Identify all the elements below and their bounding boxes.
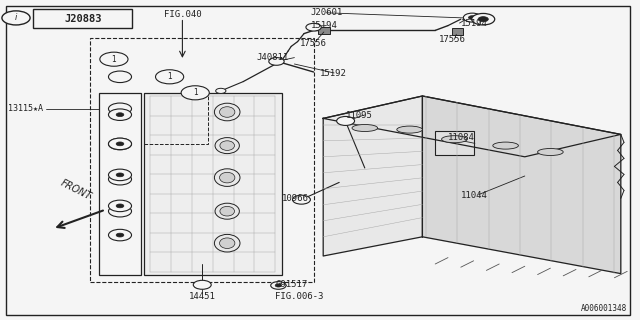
Polygon shape (422, 96, 621, 274)
Ellipse shape (215, 203, 239, 219)
Ellipse shape (538, 148, 563, 156)
Circle shape (269, 58, 284, 65)
Circle shape (275, 284, 282, 287)
Circle shape (109, 71, 132, 83)
Text: 17556: 17556 (439, 36, 466, 44)
Bar (435, 131, 474, 155)
Circle shape (2, 11, 30, 25)
Circle shape (116, 142, 124, 146)
Text: 11044: 11044 (461, 191, 488, 200)
Text: FIG.006-3: FIG.006-3 (275, 292, 324, 301)
Bar (144, 93, 282, 275)
Ellipse shape (215, 138, 239, 154)
Bar (318, 27, 330, 34)
Text: G91517: G91517 (275, 280, 307, 289)
Circle shape (292, 195, 310, 204)
Ellipse shape (220, 238, 235, 248)
Circle shape (109, 109, 132, 120)
Circle shape (271, 282, 286, 289)
Circle shape (156, 70, 184, 84)
Text: i: i (15, 13, 17, 22)
Circle shape (109, 200, 132, 212)
Circle shape (478, 17, 488, 22)
Circle shape (116, 204, 124, 208)
Circle shape (468, 16, 476, 20)
Polygon shape (323, 96, 422, 256)
Ellipse shape (214, 103, 240, 121)
Circle shape (109, 169, 132, 180)
Circle shape (306, 23, 321, 31)
Bar (452, 28, 463, 35)
Text: 11095: 11095 (346, 111, 372, 120)
Ellipse shape (493, 142, 518, 149)
Ellipse shape (220, 141, 234, 150)
Text: 1: 1 (167, 72, 172, 81)
Text: 15192: 15192 (320, 69, 347, 78)
Circle shape (193, 280, 211, 289)
Circle shape (181, 86, 209, 100)
Ellipse shape (214, 234, 240, 252)
Text: 17556: 17556 (300, 39, 326, 48)
Text: 11084: 11084 (448, 133, 475, 142)
Text: 14451: 14451 (189, 292, 216, 301)
Bar (33, 9, 132, 28)
Text: A006001348: A006001348 (581, 304, 627, 313)
Circle shape (116, 233, 124, 237)
Bar (90, 38, 314, 282)
Circle shape (109, 138, 132, 150)
Text: 15194: 15194 (310, 21, 337, 30)
Bar (144, 93, 208, 144)
Circle shape (109, 173, 132, 185)
Text: J20601: J20601 (310, 8, 342, 17)
Circle shape (109, 103, 132, 115)
Circle shape (216, 88, 226, 93)
Bar (99, 93, 141, 275)
Ellipse shape (220, 107, 235, 117)
Circle shape (100, 52, 128, 66)
Text: 15194: 15194 (461, 19, 488, 28)
Text: FRONT: FRONT (58, 178, 93, 202)
Circle shape (109, 229, 132, 241)
Text: J20883: J20883 (64, 13, 102, 24)
Ellipse shape (352, 124, 378, 132)
Circle shape (116, 113, 124, 116)
Ellipse shape (397, 126, 422, 133)
Text: 1: 1 (193, 88, 198, 97)
Circle shape (463, 13, 481, 22)
Ellipse shape (442, 136, 467, 143)
Circle shape (109, 205, 132, 217)
Circle shape (109, 138, 132, 150)
Circle shape (472, 13, 495, 25)
Text: 13115★A: 13115★A (8, 104, 43, 113)
Ellipse shape (220, 172, 235, 183)
Circle shape (116, 173, 124, 177)
Circle shape (337, 116, 355, 125)
Text: FIG.040: FIG.040 (164, 10, 201, 19)
Text: 10966: 10966 (282, 194, 308, 203)
Ellipse shape (220, 206, 234, 216)
Text: 1: 1 (111, 55, 116, 64)
Ellipse shape (214, 169, 240, 186)
Text: J40811: J40811 (256, 53, 288, 62)
